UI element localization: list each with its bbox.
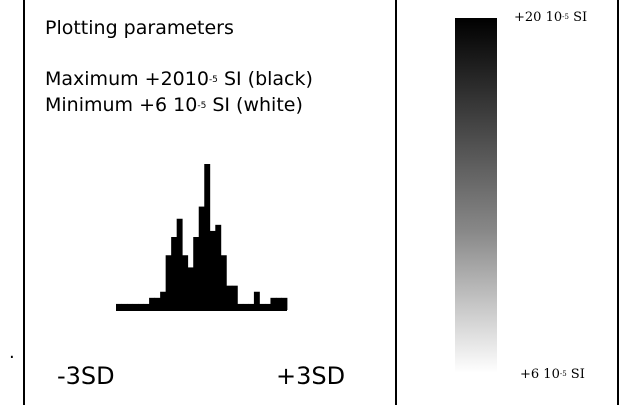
histogram-bar <box>171 237 178 310</box>
histogram-bar <box>204 164 211 310</box>
histogram-bar <box>132 303 139 310</box>
minimum-parameter: Minimum +6 10-5 SI (white) <box>45 94 303 116</box>
histogram-bar <box>226 285 233 310</box>
color-scale-min-value: +6 10 <box>520 367 560 382</box>
histogram-bar <box>209 230 216 310</box>
histogram-bar <box>127 303 133 310</box>
histogram-bar <box>259 303 266 310</box>
histogram-bar <box>193 237 200 310</box>
histogram-bar <box>121 303 128 310</box>
maximum-parameter: Maximum +2010-5 SI (black) <box>45 68 313 90</box>
histogram-bar <box>160 291 167 310</box>
minimum-unit: SI (white) <box>206 94 303 116</box>
histogram-bar <box>182 255 189 310</box>
maximum-label: Maximum +2010 <box>45 68 209 90</box>
histogram-bar <box>231 285 238 310</box>
histogram-bar <box>242 303 249 310</box>
color-scale-max-value: +20 10 <box>514 10 563 25</box>
histogram-bar <box>138 303 144 310</box>
marker-dot: . <box>9 342 15 363</box>
minimum-exponent: -5 <box>197 101 207 111</box>
axis-min-label: -3SD <box>57 362 115 390</box>
histogram-bar <box>253 291 260 310</box>
maximum-exponent: -5 <box>208 75 218 85</box>
histogram-bar <box>176 218 183 310</box>
plotting-parameters-title: Plotting parameters <box>45 17 234 39</box>
histogram-bar <box>215 224 222 310</box>
histogram-bar <box>187 267 194 310</box>
minimum-label: Minimum +6 10 <box>45 94 198 116</box>
panel-border-middle <box>395 0 397 405</box>
histogram-bar <box>264 303 271 310</box>
panel-border-right <box>617 0 619 405</box>
histogram-bar <box>116 303 122 310</box>
histogram-bar <box>198 206 205 310</box>
color-scale-min-label: +6 10-5 SI <box>520 367 585 382</box>
axis-max-label: +3SD <box>276 362 346 390</box>
histogram-bar <box>275 297 282 310</box>
histogram-bar <box>270 297 277 310</box>
histogram-bar <box>154 297 161 310</box>
color-scale-max-unit: SI <box>568 10 588 25</box>
panel-border-left <box>23 0 25 405</box>
color-scale-bar <box>455 18 497 373</box>
histogram-bar <box>149 297 156 310</box>
color-scale-max-exponent: -5 <box>562 13 569 21</box>
histogram-bar <box>281 297 288 310</box>
color-scale-max-label: +20 10-5 SI <box>514 10 587 25</box>
histogram-bar <box>143 303 150 310</box>
histogram-bar <box>220 255 227 310</box>
maximum-unit: SI (black) <box>217 68 313 90</box>
color-scale-min-unit: SI <box>566 367 585 382</box>
color-scale-min-exponent: -5 <box>559 370 567 378</box>
histogram-bar <box>248 303 255 310</box>
histogram-bar <box>165 255 172 310</box>
histogram-bar <box>237 303 244 310</box>
